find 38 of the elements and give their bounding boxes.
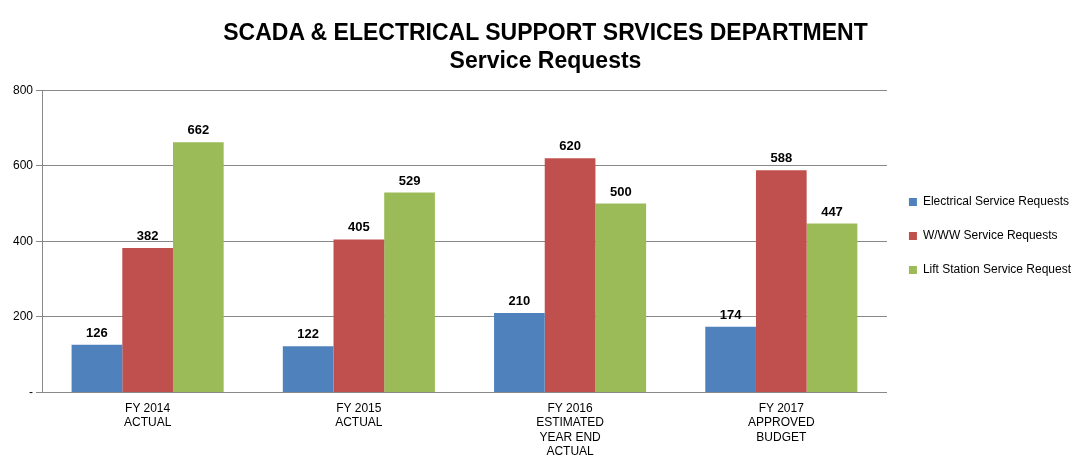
chart-title: SCADA & ELECTRICAL SUPPORT SRVICES DEPARTMENT [223, 19, 868, 46]
y-tick-label: 600 [12, 158, 34, 173]
chart-subtitle: Service Requests [449, 46, 642, 73]
data-label: 620 [559, 138, 581, 154]
data-label: 126 [86, 324, 108, 340]
bar [595, 203, 647, 392]
data-label: 174 [719, 306, 743, 322]
data-label: 447 [821, 203, 843, 219]
bar [705, 326, 756, 392]
legend-label: Lift Station Service Request [922, 262, 1072, 277]
legend-label: W/WW Service Requests [922, 228, 1058, 243]
bar [172, 142, 224, 392]
y-tick-label: 200 [12, 309, 34, 324]
data-label: 662 [187, 122, 210, 138]
data-label: 588 [770, 150, 793, 166]
bar [71, 344, 123, 392]
data-label: 122 [297, 326, 320, 342]
x-tick-label: FY 2016 ESTIMATED YEAR END ACTUAL [536, 400, 605, 459]
y-tick-label: - [29, 384, 34, 399]
bar [333, 239, 385, 392]
y-tick-label: 400 [12, 233, 34, 248]
x-tick-label: FY 2015 ACTUAL [335, 400, 383, 430]
bar [755, 170, 807, 392]
data-label: 529 [398, 172, 421, 188]
bar [494, 313, 545, 392]
bar [806, 223, 858, 392]
bar [544, 158, 596, 392]
y-tick-label: 800 [12, 82, 34, 97]
data-label: 210 [508, 293, 531, 309]
legend-label: Electrical Service Requests [922, 194, 1069, 209]
bar [282, 346, 334, 392]
data-label: 382 [136, 228, 159, 244]
x-tick-label: FY 2017 APPROVED BUDGET [747, 400, 815, 444]
bar [384, 192, 435, 392]
data-label: 405 [348, 219, 370, 235]
data-label: 500 [609, 183, 632, 199]
x-tick-label: FY 2014 ACTUAL [123, 400, 172, 430]
bar [122, 248, 173, 392]
